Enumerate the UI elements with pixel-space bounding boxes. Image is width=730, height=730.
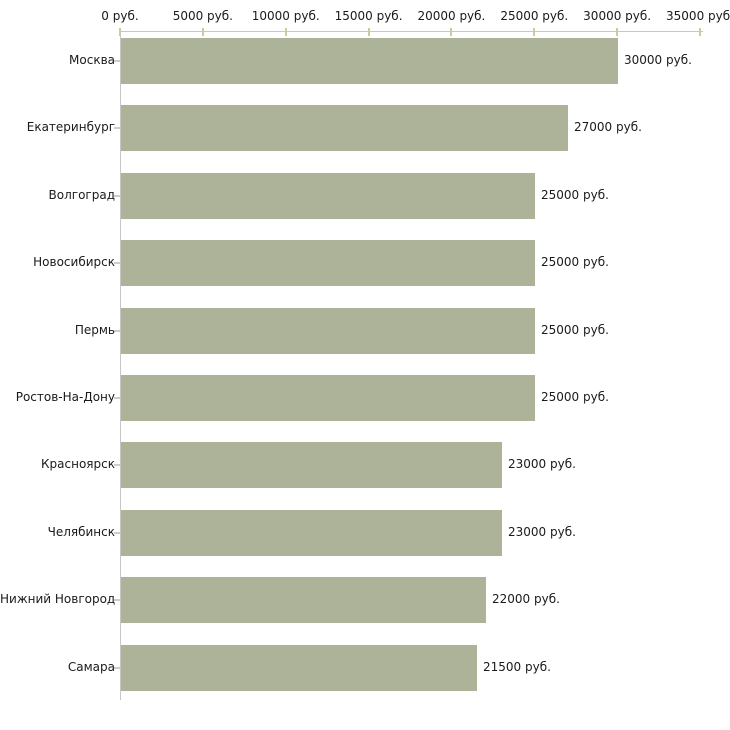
x-axis-tick-mark <box>699 28 701 36</box>
bar-2 <box>121 105 568 152</box>
x-axis-tick-label: 5000 руб. <box>172 9 233 23</box>
category-label: Красноярск <box>41 457 115 472</box>
category-tick-mark <box>114 127 120 130</box>
category-label: Ростов-На-Дону <box>15 390 115 404</box>
bar-7 <box>121 442 502 489</box>
value-label: 27000 руб. <box>574 120 642 135</box>
x-axis-line <box>120 31 703 32</box>
x-axis-tick-mark <box>616 28 619 36</box>
x-axis-tick-label: 0 руб. <box>101 9 139 23</box>
y-axis-line <box>120 31 121 700</box>
category-tick-mark <box>114 599 120 602</box>
category-label: Челябинск <box>47 524 115 539</box>
value-label: 22000 руб. <box>492 592 560 607</box>
category-tick-mark <box>114 60 120 62</box>
value-label: 25000 руб. <box>541 255 609 270</box>
x-axis-tick-mark <box>201 28 204 36</box>
category-label: Новосибирск <box>33 255 115 270</box>
category-label: Москва <box>69 53 115 67</box>
category-tick-mark <box>114 666 120 669</box>
bar-3 <box>121 172 535 219</box>
value-label: 25000 руб. <box>541 390 609 404</box>
x-axis-tick-label: 15000 руб. <box>334 9 403 23</box>
x-axis-tick-mark <box>119 28 121 36</box>
category-tick-mark <box>114 464 120 467</box>
category-label: Екатеринбург <box>26 120 115 135</box>
x-axis-tick-mark <box>450 28 453 36</box>
bar-5 <box>121 307 535 354</box>
value-label: 21500 руб. <box>483 659 551 674</box>
x-axis-tick-label: 35000 руб. <box>666 9 730 23</box>
x-axis-tick-mark <box>367 28 370 36</box>
bar-9 <box>121 577 486 624</box>
bar-6 <box>121 375 535 421</box>
bar-1 <box>121 38 618 84</box>
x-axis-tick-label: 20000 руб. <box>417 9 486 23</box>
bar-4 <box>121 240 535 287</box>
x-axis-tick-label: 30000 руб. <box>583 9 652 23</box>
category-label: Самара <box>67 659 115 674</box>
value-label: 30000 руб. <box>624 53 692 67</box>
category-tick-mark <box>114 194 120 197</box>
x-axis-tick-label: 25000 руб. <box>500 9 569 23</box>
x-axis-tick-label: 10000 руб. <box>251 9 320 23</box>
value-label: 23000 руб. <box>508 524 576 539</box>
value-label: 25000 руб. <box>541 322 609 337</box>
category-tick-mark <box>114 262 120 265</box>
category-label: Нижний Новгород <box>0 592 116 607</box>
category-tick-mark <box>114 329 120 332</box>
bar-8 <box>121 509 502 556</box>
category-tick-mark <box>114 397 120 399</box>
bar-10 <box>121 644 477 691</box>
category-label: Пермь <box>74 322 115 337</box>
value-label: 23000 руб. <box>508 457 576 472</box>
value-label: 25000 руб. <box>541 187 609 202</box>
category-tick-mark <box>114 531 120 534</box>
x-axis-tick-mark <box>284 28 287 36</box>
category-label: Волгоград <box>48 187 115 202</box>
x-axis-tick-mark <box>533 28 536 36</box>
